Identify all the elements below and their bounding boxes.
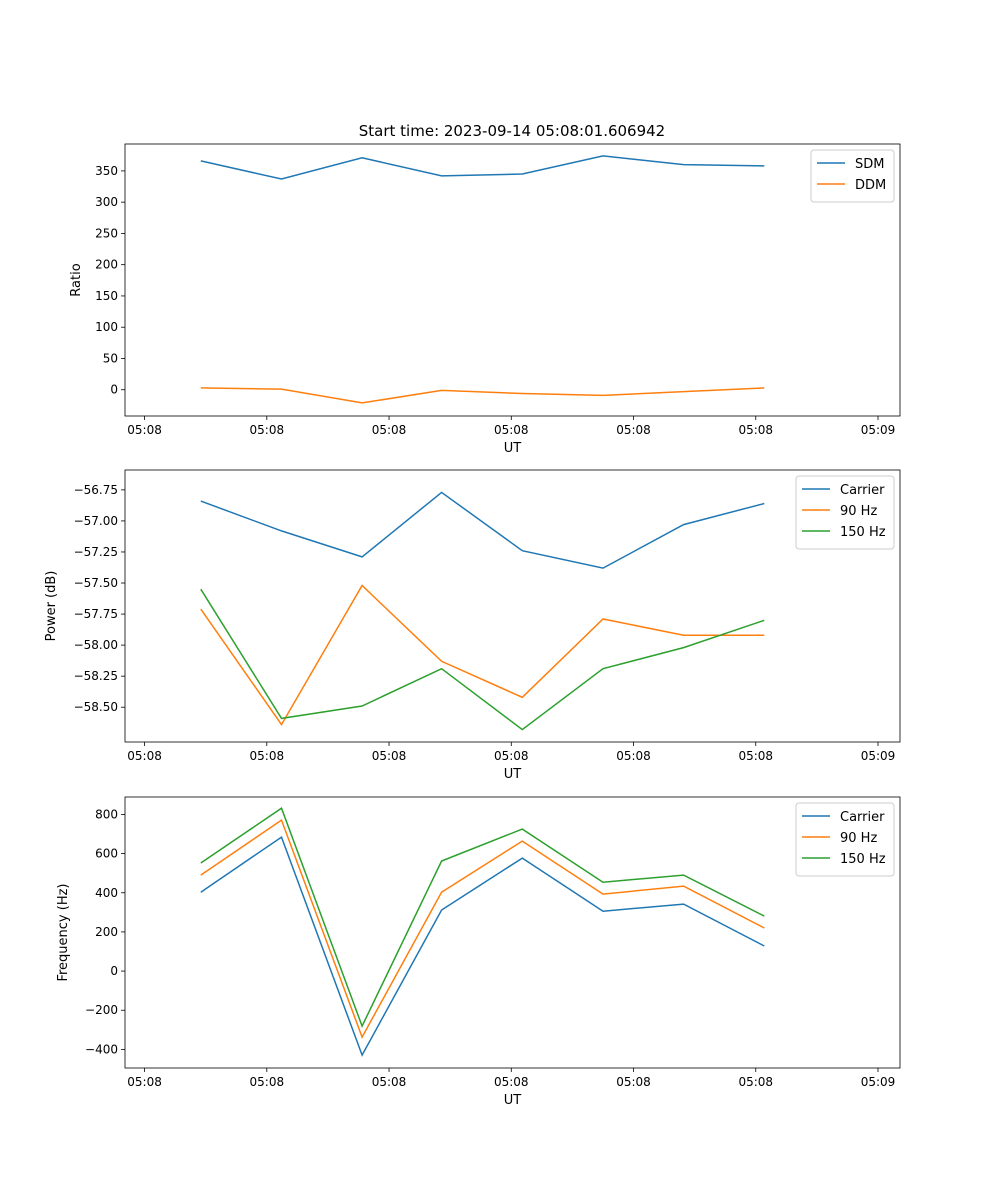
y-tick-label: 0 bbox=[110, 383, 118, 397]
y-tick-label: 250 bbox=[95, 226, 118, 240]
x-tick-label: 05:08 bbox=[127, 1075, 162, 1089]
legend-label: 150 Hz bbox=[840, 852, 886, 867]
legend-label: Carrier bbox=[840, 810, 885, 825]
y-tick-label: −58.25 bbox=[74, 669, 118, 683]
y-tick-label: 350 bbox=[95, 164, 118, 178]
x-tick-label: 05:08 bbox=[372, 749, 407, 763]
y-tick-label: 50 bbox=[103, 351, 118, 365]
x-tick-label: 05:08 bbox=[372, 423, 407, 437]
y-tick-label: 200 bbox=[95, 925, 118, 939]
axes-frame bbox=[124, 143, 901, 417]
series-line-carrier bbox=[200, 491, 765, 569]
x-tick-label: 05:08 bbox=[616, 1075, 651, 1089]
subplot-2: 05:08 05:08 05:08 05:08 05:08 05:08 05:09 −58.5… bbox=[44, 469, 901, 782]
x-tick-label: 05:08 bbox=[127, 423, 162, 437]
axes-frame bbox=[124, 469, 901, 743]
x-tick-label: 05:08 bbox=[738, 423, 773, 437]
y-tick-label: −56.75 bbox=[74, 483, 118, 497]
x-tick-label: 05:09 bbox=[861, 749, 896, 763]
x-tick-label: 05:08 bbox=[616, 423, 651, 437]
figure-title: Start time: 2023-09-14 05:08:01.606942 bbox=[359, 122, 665, 140]
axes-frame bbox=[124, 796, 901, 1069]
x-tick-label: 05:09 bbox=[861, 423, 896, 437]
y-tick-label: 200 bbox=[95, 258, 118, 272]
x-axis-label: UT bbox=[504, 1093, 522, 1108]
series-line-carrier bbox=[200, 835, 765, 1057]
x-tick-label: 05:08 bbox=[494, 1075, 529, 1089]
x-tick-label: 05:08 bbox=[738, 1075, 773, 1089]
series-line-sdm bbox=[200, 155, 765, 180]
y-tick-label: −58.00 bbox=[74, 638, 118, 652]
legend-label: 150 Hz bbox=[840, 525, 886, 540]
x-tick-label: 05:08 bbox=[250, 1075, 285, 1089]
legend-label: Carrier bbox=[840, 483, 885, 498]
subplot-1: 05:08 05:08 05:08 05:08 05:08 05:08 05:09 0 50 10… bbox=[69, 143, 901, 456]
x-tick-label: 05:08 bbox=[250, 749, 285, 763]
legend-label: SDM bbox=[855, 157, 884, 172]
y-axis-label: Power (dB) bbox=[44, 571, 59, 642]
y-tick-label: 400 bbox=[95, 886, 118, 900]
y-tick-label: 600 bbox=[95, 847, 118, 861]
legend-label: 90 Hz bbox=[840, 504, 877, 519]
x-tick-label: 05:08 bbox=[494, 423, 529, 437]
legend: Carrier 90 Hz 150 Hz bbox=[795, 475, 895, 550]
x-tick-label: 05:08 bbox=[738, 749, 773, 763]
y-tick-label: 300 bbox=[95, 195, 118, 209]
x-tick-label: 05:08 bbox=[616, 749, 651, 763]
y-tick-label: −57.00 bbox=[74, 514, 118, 528]
y-tick-label: 150 bbox=[95, 289, 118, 303]
legend-label: DDM bbox=[855, 178, 886, 193]
subplot-3: 05:08 05:08 05:08 05:08 05:08 05:08 05:09 −400 −… bbox=[56, 796, 901, 1108]
x-tick-label: 05:08 bbox=[127, 749, 162, 763]
x-axis-label: UT bbox=[504, 441, 522, 456]
x-axis-label: UT bbox=[504, 767, 522, 782]
series-line-90-hz bbox=[200, 818, 765, 1039]
legend-label: 90 Hz bbox=[840, 831, 877, 846]
y-tick-label: −58.50 bbox=[74, 700, 118, 714]
legend: SDM DDM bbox=[810, 149, 895, 203]
y-tick-label: −400 bbox=[85, 1042, 118, 1056]
x-tick-label: 05:09 bbox=[861, 1075, 896, 1089]
y-tick-label: −57.25 bbox=[74, 545, 118, 559]
y-tick-label: −57.50 bbox=[74, 576, 118, 590]
x-tick-label: 05:08 bbox=[250, 423, 285, 437]
x-tick-label: 05:08 bbox=[494, 749, 529, 763]
y-tick-label: −57.75 bbox=[74, 607, 118, 621]
series-line-150-hz bbox=[200, 588, 765, 731]
y-tick-label: 0 bbox=[110, 964, 118, 978]
y-tick-label: −200 bbox=[85, 1003, 118, 1017]
y-axis-label: Ratio bbox=[69, 263, 84, 296]
legend: Carrier 90 Hz 150 Hz bbox=[795, 802, 895, 877]
y-axis-label: Frequency (Hz) bbox=[56, 883, 71, 981]
x-tick-label: 05:08 bbox=[372, 1075, 407, 1089]
y-tick-label: 100 bbox=[95, 320, 118, 334]
series-line-ddm bbox=[200, 387, 765, 404]
series-line-90-hz bbox=[200, 584, 765, 726]
series-line-150-hz bbox=[200, 807, 765, 1029]
y-tick-label: 800 bbox=[95, 807, 118, 821]
